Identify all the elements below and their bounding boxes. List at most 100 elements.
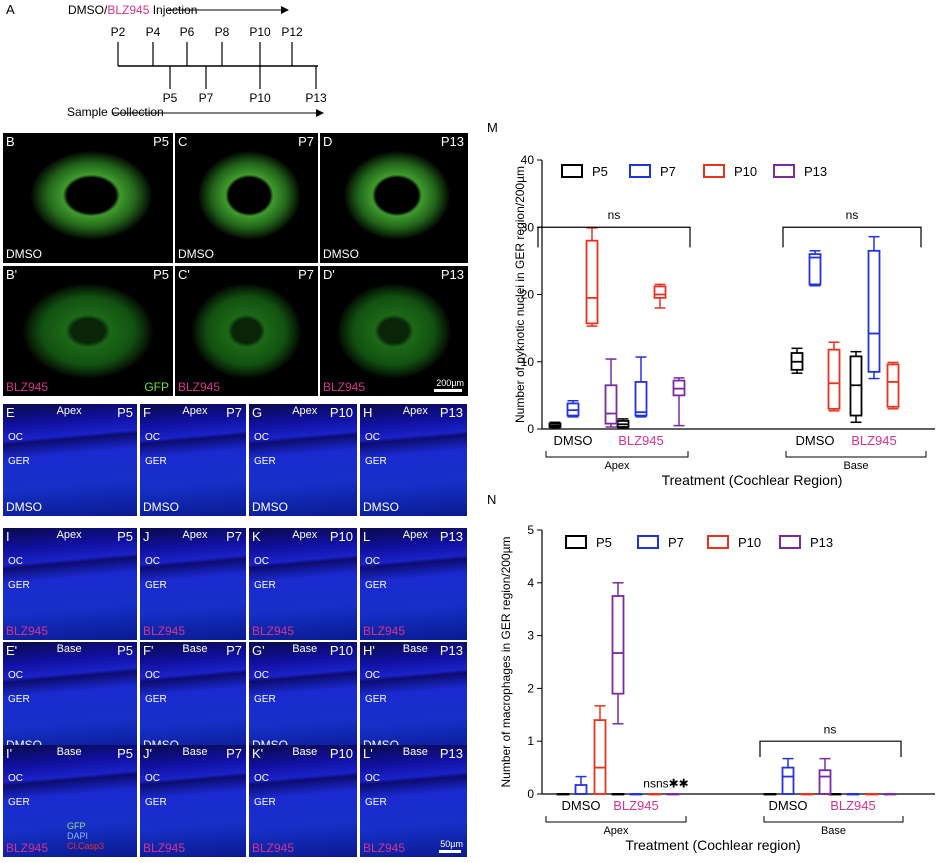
panel-id: D' [323,267,335,282]
panel-region: Base [182,643,208,655]
panel-age: P7 [226,643,242,658]
section-panel: G Apex P10 OC GER DMSO [249,404,357,516]
oc-label: OC [145,670,160,681]
significance-bracket [782,226,922,248]
panel-age: P13 [440,134,464,149]
injection-day-label: P4 [146,25,161,39]
panel-id: K [252,529,261,544]
collection-day-label: P10 [249,91,271,105]
panel-treatment: DMSO [323,247,359,261]
panel-age: P5 [117,405,133,420]
significance-label: ns [824,722,837,736]
ger-label: GER [145,580,167,591]
group-label: DMSO [769,798,808,813]
box-P5-DMSO [548,421,562,429]
panel-id: B' [6,267,18,282]
box-P10-DMSO [593,705,607,795]
legend-swatch [565,535,587,549]
significance-label: ns [608,208,621,222]
panel-region: Base [402,746,428,758]
panel-id: E' [6,643,18,658]
panel-age: P13 [439,529,463,544]
panel-id: J [143,529,150,544]
legend-swatch [629,164,651,178]
panel-region: Apex [292,529,318,541]
region-label: Apex [603,825,629,837]
section-panel: L' Base P13 OC GER BLZ945 50µm [360,745,467,857]
panel-age: P5 [153,134,169,149]
panel-treatment: BLZ945 [252,841,295,855]
oc-label: OC [254,432,269,443]
y-tick-label: 30 [521,220,535,234]
panel-treatment: DMSO [6,500,42,514]
injection-day-label: P2 [111,25,126,39]
panel-id: D [323,134,333,149]
panel-region: Apex [182,405,208,417]
section-panel: I' Base P5 OC GER BLZ945 GFP DAPI Cl.Casp3 [3,745,137,857]
panel-treatment: BLZ945 [6,841,49,855]
panel-region: Base [56,643,82,655]
panel-id: I [6,529,10,544]
legend-label: P10 [738,535,761,550]
box-P5-BLZ945 [611,793,625,796]
section-panel: J Apex P7 OC GER BLZ945 [140,528,246,640]
whole-mount-panel: D P13 DMSO [320,133,468,263]
group-label: DMSO [796,433,835,448]
ger-label: GER [254,580,276,591]
panel-treatment: DMSO [252,500,288,514]
legend-label: P5 [592,164,608,179]
significance-bracket [759,740,902,758]
box-P13-BLZ945 [666,793,680,796]
panel-treatment: DMSO [363,500,399,514]
panel-id: L' [363,746,373,761]
ger-label: GER [145,797,167,808]
whole-mount-panel: B P5 DMSO [3,133,173,263]
stain-label: GFP [67,821,86,831]
injection-day-label: P6 [180,25,195,39]
panel-id: F [143,405,151,420]
panel-label-a: A [6,2,15,17]
box-P10-BLZ945 [653,283,667,309]
region-label: Apex [604,460,630,472]
whole-mount-panel: D' P13 BLZ945 200µm [320,266,468,396]
panel-id: L [363,529,371,544]
panel-id: C [178,134,188,149]
box-P10-BLZ945 [865,793,879,796]
panel-age: P5 [153,267,169,282]
panel-treatment: BLZ945 [6,624,49,638]
oc-label: OC [254,670,269,681]
section-panel: J' Base P7 OC GER BLZ945 [140,745,246,857]
panel-treatment: BLZ945 [178,380,221,394]
panel-id: J' [143,746,152,761]
timeline-diagram: P2 P4 P6 P8 P10 P12 P5 P7 P10 P13 [111,6,327,117]
y-axis-label: Number of macrophages in GER region/200µ… [499,536,513,787]
ger-label: GER [365,456,387,467]
y-axis-label: Number of pyknotic nuclei in GER region/… [513,166,527,423]
panel-id: E [6,405,15,420]
panel-treatment: BLZ945 [323,380,366,394]
panel-id: K' [252,746,264,761]
box-P5-DMSO [763,793,777,796]
box-P10-DMSO [585,227,599,327]
panel-age: P10 [329,529,353,544]
whole-mount-panel: C' P7 BLZ945 [175,266,318,396]
oc-label: OC [254,773,269,784]
region-label: Base [821,825,846,837]
y-tick-label: 1 [527,734,534,748]
panel-treatment: BLZ945 [363,841,406,855]
scale-bar [434,389,462,392]
box-P7-DMSO [566,400,580,418]
panel-region: Base [292,746,318,758]
group-label: BLZ945 [618,433,664,448]
ger-label: GER [365,797,387,808]
chart-macrophages: 0 1 2 3 4 5 Number of macrophages in GER regio… [499,523,935,853]
oc-label: OC [8,432,23,443]
x-axis-label: Treatment (Cochlear region) [625,837,800,853]
legend-swatch [773,164,795,178]
stain-label: DAPI [67,831,89,841]
y-tick-label: 0 [527,787,534,801]
y-tick-label: 2 [527,681,534,695]
box-P7-BLZ945 [867,235,881,380]
panel-age: P5 [117,529,133,544]
oc-label: OC [8,670,23,681]
